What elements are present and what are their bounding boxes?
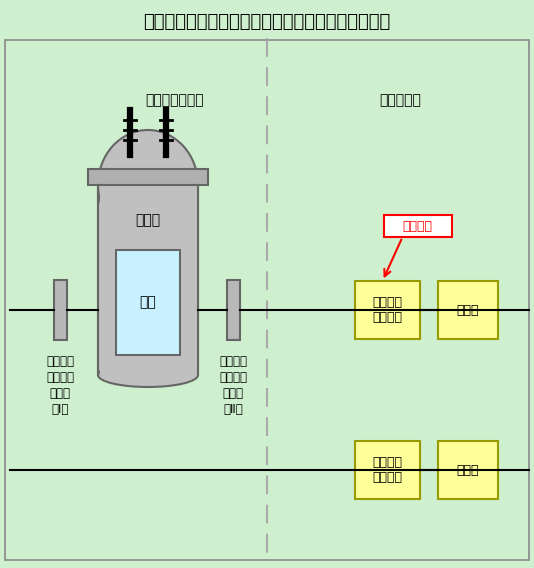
Bar (226, 280, 240, 340)
Text: 原子炉格納容器: 原子炉格納容器 (146, 93, 205, 107)
Text: 当該箇所: 当該箇所 (403, 219, 433, 232)
Text: 指示計: 指示計 (457, 303, 479, 316)
Bar (88, 169, 208, 185)
Text: 中間領域
中性子束
検出器
（Ⅰ）: 中間領域 中性子束 検出器 （Ⅰ） (46, 355, 74, 416)
Bar (383, 215, 452, 237)
Text: 信号処理
ユニット: 信号処理 ユニット (373, 456, 403, 484)
Bar (99, 185, 197, 375)
Text: 中間領域
中性子束
検出器
（Ⅱ）: 中間領域 中性子束 検出器 （Ⅱ） (219, 355, 247, 416)
Text: 中央制御室: 中央制御室 (379, 93, 421, 107)
Bar (116, 250, 180, 355)
Bar (355, 441, 420, 499)
Bar (53, 280, 67, 340)
Text: 原子炉: 原子炉 (136, 213, 161, 227)
Ellipse shape (98, 363, 198, 387)
Text: 信号処理
ユニット: 信号処理 ユニット (373, 296, 403, 324)
Text: 伊方発電所１号機　中間領域中性子束検出器概略図: 伊方発電所１号機 中間領域中性子束検出器概略図 (143, 13, 391, 31)
Bar (98, 185, 198, 375)
Bar (438, 441, 498, 499)
Bar (355, 281, 420, 339)
Text: 指示計: 指示計 (457, 463, 479, 477)
Text: 燃料: 燃料 (139, 295, 156, 310)
Ellipse shape (98, 130, 198, 240)
Bar (438, 281, 498, 339)
